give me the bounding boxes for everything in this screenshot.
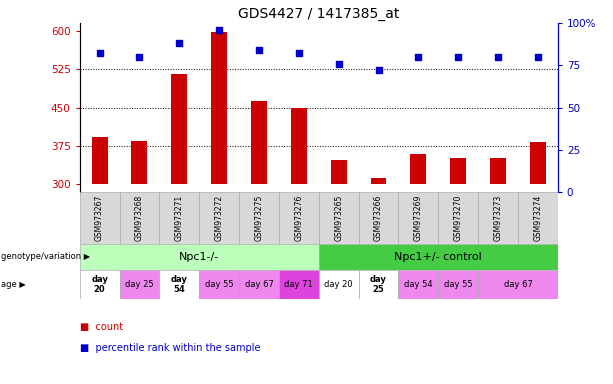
Text: day
20: day 20: [91, 275, 108, 294]
Text: day 25: day 25: [125, 280, 154, 289]
Text: GSM973269: GSM973269: [414, 195, 423, 241]
Text: GSM973270: GSM973270: [454, 195, 463, 241]
Bar: [199, 270, 239, 299]
Bar: [411, 154, 427, 184]
Point: [454, 54, 463, 60]
Text: Npc1+/- control: Npc1+/- control: [394, 252, 482, 262]
Text: GSM973275: GSM973275: [254, 195, 264, 241]
Text: GSM973268: GSM973268: [135, 195, 144, 241]
Point: [413, 54, 423, 60]
Bar: [80, 244, 319, 270]
Bar: [438, 270, 478, 299]
Text: GSM973274: GSM973274: [533, 195, 543, 241]
Bar: [331, 160, 347, 184]
Bar: [159, 192, 199, 244]
Point: [373, 67, 384, 73]
Bar: [319, 244, 558, 270]
Text: day 55: day 55: [205, 280, 234, 289]
Text: day
25: day 25: [370, 275, 387, 294]
Text: GSM973272: GSM973272: [215, 195, 224, 241]
Point: [254, 47, 264, 53]
Bar: [450, 158, 466, 184]
Text: GSM973265: GSM973265: [334, 195, 343, 241]
Bar: [359, 192, 398, 244]
Bar: [92, 137, 108, 184]
Text: day 67: day 67: [245, 280, 273, 289]
Text: GSM973267: GSM973267: [95, 195, 104, 241]
Text: GSM973273: GSM973273: [493, 195, 503, 241]
Point: [175, 40, 185, 46]
Bar: [211, 32, 227, 184]
Text: GSM973266: GSM973266: [374, 195, 383, 241]
Bar: [279, 270, 319, 299]
Point: [294, 50, 304, 56]
Text: genotype/variation ▶: genotype/variation ▶: [1, 252, 91, 262]
Text: day 67: day 67: [503, 280, 533, 289]
Bar: [319, 270, 359, 299]
Bar: [370, 178, 386, 184]
Bar: [80, 192, 120, 244]
Point: [215, 27, 224, 33]
Bar: [120, 192, 159, 244]
Text: GSM973271: GSM973271: [175, 195, 184, 241]
Text: day 55: day 55: [444, 280, 473, 289]
Bar: [398, 270, 438, 299]
Bar: [530, 142, 546, 184]
Bar: [490, 158, 506, 184]
Bar: [319, 192, 359, 244]
Bar: [398, 192, 438, 244]
Bar: [291, 108, 306, 184]
Bar: [159, 270, 199, 299]
Text: ■  count: ■ count: [80, 322, 123, 332]
Point: [493, 54, 503, 60]
Title: GDS4427 / 1417385_at: GDS4427 / 1417385_at: [238, 7, 400, 21]
Point: [134, 54, 145, 60]
Text: day 20: day 20: [324, 280, 353, 289]
Bar: [120, 270, 159, 299]
Bar: [239, 192, 279, 244]
Point: [94, 50, 104, 56]
Text: GSM973276: GSM973276: [294, 195, 303, 241]
Bar: [478, 270, 558, 299]
Bar: [80, 270, 120, 299]
Bar: [438, 192, 478, 244]
Bar: [239, 270, 279, 299]
Bar: [131, 141, 148, 184]
Text: day
54: day 54: [171, 275, 188, 294]
Text: day 54: day 54: [404, 280, 433, 289]
Bar: [359, 270, 398, 299]
Text: age ▶: age ▶: [1, 280, 26, 289]
Text: Npc1-/-: Npc1-/-: [179, 252, 219, 262]
Bar: [199, 192, 239, 244]
Bar: [172, 74, 188, 184]
Text: ■  percentile rank within the sample: ■ percentile rank within the sample: [80, 343, 260, 353]
Bar: [478, 192, 518, 244]
Text: day 71: day 71: [284, 280, 313, 289]
Bar: [518, 192, 558, 244]
Bar: [279, 192, 319, 244]
Point: [533, 54, 543, 60]
Point: [333, 61, 343, 67]
Bar: [251, 101, 267, 184]
